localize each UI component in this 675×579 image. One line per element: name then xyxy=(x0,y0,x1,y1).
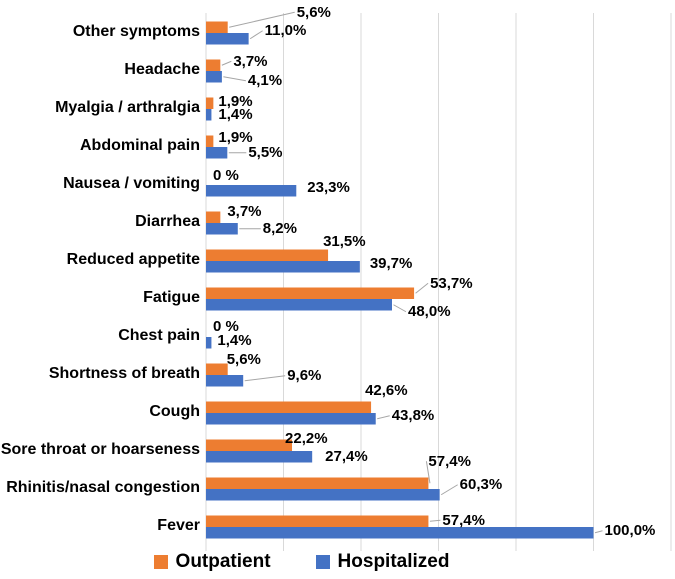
data-label: 5,6% xyxy=(296,3,331,21)
category-label: Abdominal pain xyxy=(80,137,200,154)
category-label: Shortness of breath xyxy=(48,365,200,382)
legend: Outpatient Hospitalized xyxy=(0,550,639,574)
data-label: 5,6% xyxy=(226,350,261,368)
data-label: 1,4% xyxy=(218,106,253,124)
category-label: Other symptoms xyxy=(72,23,200,40)
data-label: 22,2% xyxy=(285,429,328,447)
data-label: 48,0% xyxy=(408,303,451,321)
leader-line xyxy=(249,30,263,40)
data-label: 11,0% xyxy=(264,22,307,40)
data-label: 5,5% xyxy=(248,144,283,162)
bar-hospitalized xyxy=(206,489,440,501)
data-label: 43,8% xyxy=(391,407,435,425)
category-label: Fever xyxy=(157,517,200,534)
data-label: 8,2% xyxy=(262,220,297,238)
bar-outpatient xyxy=(206,249,329,261)
bar-hospitalized xyxy=(206,261,360,273)
leader-line xyxy=(393,304,407,313)
leader-line xyxy=(415,282,429,294)
data-label: 3,7% xyxy=(233,52,268,70)
data-label: 1,9% xyxy=(218,128,253,146)
bar-outpatient xyxy=(206,211,221,223)
leader-line xyxy=(425,461,431,484)
data-label: 23,3% xyxy=(307,179,350,197)
bar-outpatient xyxy=(206,477,429,489)
data-label: 1,4% xyxy=(217,332,252,350)
bar-outpatient xyxy=(206,21,228,33)
bar-hospitalized xyxy=(206,185,297,197)
hospitalized-swatch-icon xyxy=(315,555,330,569)
category-label: Cough xyxy=(149,403,200,420)
data-label: 9,6% xyxy=(287,367,322,385)
data-label: 42,6% xyxy=(365,381,408,399)
category-label: Rhinitis/nasal congestion xyxy=(6,479,200,496)
leader-line xyxy=(244,375,286,382)
bar-hospitalized xyxy=(206,413,376,425)
legend-label-hospitalized: Hospitalized xyxy=(337,551,450,572)
bar-outpatient xyxy=(206,363,228,375)
leader-line xyxy=(377,415,390,420)
bar-hospitalized xyxy=(206,527,594,539)
data-label: 0 % xyxy=(213,166,239,184)
data-label: 57,4% xyxy=(442,511,485,529)
bar-hospitalized xyxy=(206,33,249,45)
bar-outpatient xyxy=(206,287,415,299)
bar-hospitalized xyxy=(206,71,222,83)
data-label: 3,7% xyxy=(227,202,262,220)
leader-line xyxy=(223,76,246,82)
category-label: Myalgia / arthralgia xyxy=(55,99,200,116)
bar-outpatient xyxy=(206,515,429,527)
bar-hospitalized xyxy=(206,109,212,121)
data-label: 60,3% xyxy=(459,476,503,494)
category-label: Reduced appetite xyxy=(66,251,200,268)
data-label: 31,5% xyxy=(323,232,366,250)
leader-line xyxy=(440,484,458,496)
bar-hospitalized xyxy=(206,299,392,311)
bar-hospitalized xyxy=(206,451,313,463)
bar-hospitalized xyxy=(206,223,238,235)
bar-hospitalized xyxy=(206,375,244,387)
bar-hospitalized xyxy=(206,147,228,159)
legend-item-outpatient: Outpatient xyxy=(153,551,271,573)
bar-outpatient xyxy=(206,59,221,71)
legend-item-hospitalized: Hospitalized xyxy=(315,551,450,573)
legend-label-outpatient: Outpatient xyxy=(175,551,271,572)
data-label: 100,0% xyxy=(604,522,656,540)
bar-outpatient xyxy=(206,135,214,147)
data-label: 1,9% xyxy=(218,92,253,110)
outpatient-swatch-icon xyxy=(153,555,168,569)
leader-line xyxy=(429,519,441,522)
bar-outpatient xyxy=(206,97,214,109)
category-label: Diarrhea xyxy=(135,213,200,230)
category-label: Nausea / vomiting xyxy=(63,175,200,192)
category-label: Sore throat or hoarseness xyxy=(0,441,200,458)
category-label: Headache xyxy=(124,61,200,78)
data-label: 57,4% xyxy=(428,452,471,470)
leader-line xyxy=(594,530,603,534)
bar-outpatient xyxy=(206,439,293,451)
data-label: 53,7% xyxy=(430,274,473,292)
data-label: 27,4% xyxy=(325,448,368,466)
data-label: 4,1% xyxy=(247,72,283,90)
leader-line xyxy=(221,60,232,66)
category-label: Fatigue xyxy=(143,289,200,306)
data-label: 39,7% xyxy=(369,255,413,273)
bar-outpatient xyxy=(206,401,372,413)
data-label: 0 % xyxy=(213,317,239,335)
category-label: Chest pain xyxy=(118,327,200,344)
bar-hospitalized xyxy=(206,337,212,349)
leader-line xyxy=(229,11,295,28)
